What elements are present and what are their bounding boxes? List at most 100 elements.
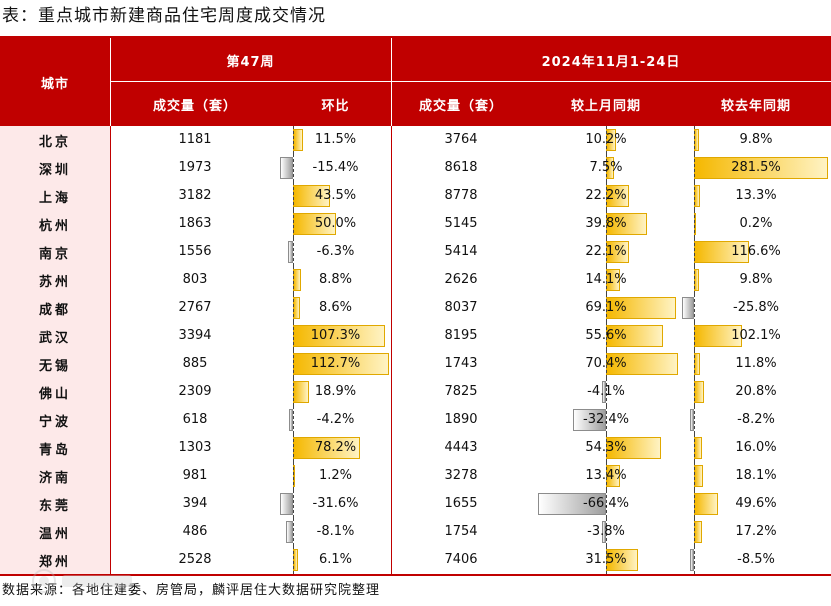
- city-name: 上海: [0, 182, 110, 210]
- bar-axis: [293, 518, 294, 546]
- mom-cell: -32.4%: [531, 406, 681, 434]
- period-volume-value: 1655: [444, 496, 478, 511]
- period-volume-value: 8618: [444, 160, 478, 175]
- period-volume-value: 2626: [444, 272, 478, 287]
- yoy-value: 116.6%: [731, 244, 781, 259]
- bar-axis: [606, 294, 607, 322]
- week-change-value: 18.9%: [314, 384, 357, 399]
- table-title: 表：重点城市新建商品住宅周度成交情况: [2, 6, 326, 26]
- bar-axis: [293, 462, 294, 490]
- header-yoy: 较去年同期: [681, 82, 831, 126]
- bar-axis: [694, 266, 695, 294]
- week-volume-value: 1863: [178, 216, 212, 231]
- mom-value: 22.1%: [585, 244, 627, 259]
- week-change-value: -15.4%: [312, 160, 359, 175]
- table-row: 北京 1181 11.5% 3764 10.2% 9.8%: [0, 126, 831, 154]
- yoy-value: 0.2%: [739, 216, 773, 231]
- mom-value: 7.5%: [589, 160, 623, 175]
- yoy-cell: 13.3%: [681, 182, 831, 210]
- week-change-value: -6.3%: [316, 244, 355, 259]
- bar-axis: [293, 154, 294, 182]
- week-change-cell: 8.6%: [280, 294, 391, 322]
- bar-axis: [694, 294, 695, 322]
- yoy-value: 281.5%: [731, 160, 781, 175]
- table-row: 济南 981 1.2% 3278 13.4% 18.1%: [0, 462, 831, 490]
- header-week-change: 环比: [280, 82, 391, 126]
- yoy-bar: [690, 409, 694, 431]
- period-volume-value: 1890: [444, 412, 478, 427]
- week-change-cell: 112.7%: [280, 350, 391, 378]
- bar-axis: [606, 378, 607, 406]
- yoy-value: 9.8%: [739, 272, 773, 287]
- period-volume-value: 8778: [444, 188, 478, 203]
- column-divider: [391, 126, 392, 574]
- bar-axis: [293, 182, 294, 210]
- mom-value: 69.1%: [585, 300, 627, 315]
- mom-value: 13.4%: [585, 468, 627, 483]
- yoy-cell: 11.8%: [681, 350, 831, 378]
- mom-cell: -4.1%: [531, 378, 681, 406]
- yoy-cell: 9.8%: [681, 266, 831, 294]
- week-volume-value: 803: [182, 272, 208, 287]
- table-row: 东莞 394 -31.6% 1655 -66.4% 49.6%: [0, 490, 831, 518]
- yoy-value: 11.8%: [735, 356, 777, 371]
- table-row: 青岛 1303 78.2% 4443 54.3% 16.0%: [0, 434, 831, 462]
- mom-value: 14.1%: [585, 272, 627, 287]
- bar-axis: [606, 518, 607, 546]
- bar-axis: [293, 490, 294, 518]
- week-volume-value: 2528: [178, 552, 212, 567]
- mom-cell: 13.4%: [531, 462, 681, 490]
- bar-axis: [694, 350, 695, 378]
- week-change-bar: [289, 409, 293, 431]
- top-rule: [0, 36, 831, 38]
- bar-axis: [293, 322, 294, 350]
- city-name: 济南: [0, 462, 110, 490]
- mom-cell: 22.2%: [531, 182, 681, 210]
- city-name: 郑州: [0, 546, 110, 574]
- header-divider: [391, 38, 392, 126]
- bar-axis: [606, 462, 607, 490]
- bar-axis: [606, 350, 607, 378]
- mom-cell: 39.8%: [531, 210, 681, 238]
- bar-axis: [694, 462, 695, 490]
- header-week-group: 第47周: [110, 38, 391, 82]
- bar-axis: [293, 266, 294, 294]
- week-change-value: 11.5%: [314, 132, 357, 147]
- bottom-rule: [0, 574, 831, 576]
- yoy-value: 49.6%: [735, 496, 777, 511]
- week-change-value: 1.2%: [318, 468, 353, 483]
- week-volume-value: 3394: [178, 328, 212, 343]
- period-volume-value: 7825: [444, 384, 478, 399]
- yoy-cell: 281.5%: [681, 154, 831, 182]
- period-volume-value: 4443: [444, 440, 478, 455]
- mom-cell: 10.2%: [531, 126, 681, 154]
- table-row: 宁波 618 -4.2% 1890 -32.4% -8.2%: [0, 406, 831, 434]
- city-name: 深圳: [0, 154, 110, 182]
- mom-bar: [572, 409, 606, 431]
- week-change-value: 50.0%: [314, 216, 357, 231]
- mom-cell: 54.3%: [531, 434, 681, 462]
- yoy-cell: 0.2%: [681, 210, 831, 238]
- week-volume-value: 1303: [178, 440, 212, 455]
- bar-axis: [694, 322, 695, 350]
- week-change-bar: [280, 493, 293, 515]
- table-row: 南京 1556 -6.3% 5414 22.1% 116.6%: [0, 238, 831, 266]
- bar-axis: [606, 210, 607, 238]
- header-period-group: 2024年11月1-24日: [391, 38, 831, 82]
- yoy-cell: 18.1%: [681, 462, 831, 490]
- week-volume-value: 885: [182, 356, 208, 371]
- week-change-bar: [280, 157, 293, 179]
- bar-axis: [293, 350, 294, 378]
- header-mom: 较上月同期: [531, 82, 681, 126]
- header-city: 城市: [0, 38, 110, 126]
- yoy-cell: 16.0%: [681, 434, 831, 462]
- bar-axis: [606, 434, 607, 462]
- week-volume-value: 3182: [178, 188, 212, 203]
- city-name: 青岛: [0, 434, 110, 462]
- table-row: 温州 486 -8.1% 1754 -3.8% 17.2%: [0, 518, 831, 546]
- period-volume-value: 5145: [444, 216, 478, 231]
- table-row: 杭州 1863 50.0% 5145 39.8% 0.2%: [0, 210, 831, 238]
- week-change-cell: 78.2%: [280, 434, 391, 462]
- week-change-cell: 107.3%: [280, 322, 391, 350]
- week-change-cell: 11.5%: [280, 126, 391, 154]
